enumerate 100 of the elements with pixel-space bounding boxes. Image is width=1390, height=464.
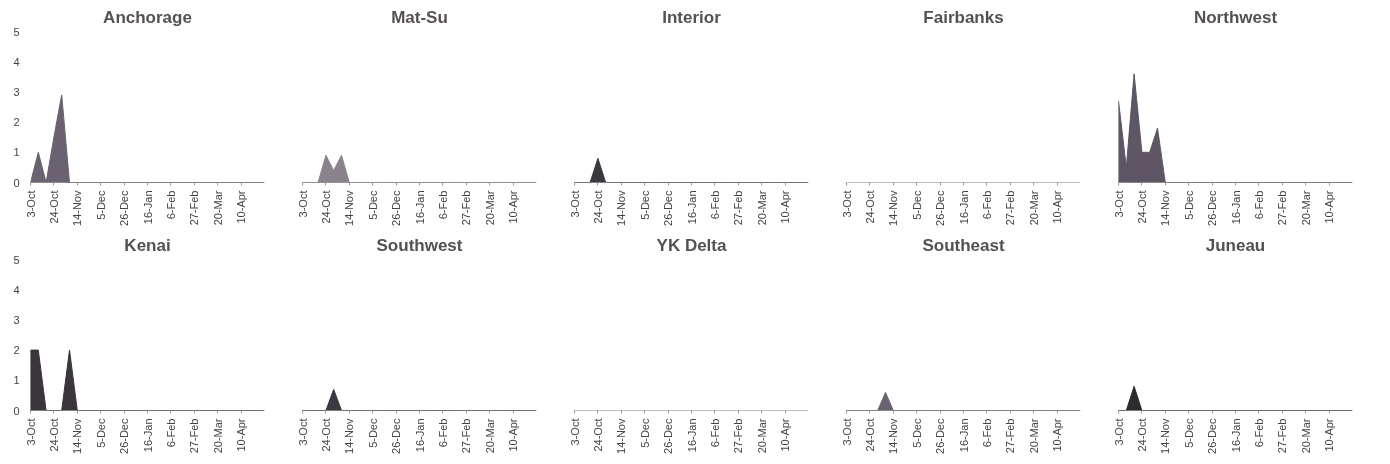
x-tick-label: 6-Feb	[980, 418, 993, 448]
x-tick-label: 24-Oct	[319, 190, 332, 224]
x-tick-label: 20-Mar	[1027, 190, 1040, 226]
x-tick-label: 5-Dec	[366, 190, 379, 220]
x-tick-label: 10-Apr	[507, 190, 520, 224]
chart-title: Fairbanks	[923, 7, 1004, 27]
y-tick-label: 2	[13, 344, 20, 357]
x-tick-label: 24-Oct	[863, 418, 876, 452]
x-tick-label: 24-Oct	[319, 418, 332, 452]
x-tick-label: 24-Oct	[47, 418, 60, 452]
x-tick-label: 24-Oct	[591, 190, 604, 224]
x-tick-label: 26-Dec	[118, 418, 131, 454]
y-tick-label: 0	[13, 404, 20, 417]
x-tick-label: 5-Dec	[638, 418, 651, 448]
x-tick-label: 26-Dec	[934, 418, 947, 454]
x-tick-label: 10-Apr	[779, 418, 792, 452]
x-tick-label: 10-Apr	[507, 418, 520, 452]
x-tick-label: 26-Dec	[1206, 418, 1219, 454]
x-tick-label: 3-Oct	[568, 190, 581, 218]
x-tick-label: 24-Oct	[1135, 418, 1148, 452]
x-tick-label: 3-Oct	[840, 190, 853, 218]
x-tick-label: 16-Jan	[141, 190, 154, 225]
x-tick-label: 5-Dec	[910, 190, 923, 220]
chart-title: YK Delta	[656, 235, 727, 255]
x-tick-label: 3-Oct	[296, 190, 309, 218]
x-tick-label: 20-Mar	[1299, 190, 1312, 226]
x-tick-label: 16-Jan	[685, 190, 698, 225]
y-tick-label: 3	[13, 313, 20, 326]
x-tick-label: 14-Nov	[71, 418, 84, 454]
x-tick-label: 6-Feb	[708, 190, 721, 220]
x-tick-label: 27-Feb	[1276, 190, 1289, 226]
x-tick-label: 16-Jan	[413, 418, 426, 453]
x-tick-label: 6-Feb	[436, 418, 449, 448]
y-tick-label: 1	[13, 146, 20, 159]
x-tick-label: 16-Jan	[685, 418, 698, 453]
x-tick-label: 5-Dec	[94, 190, 107, 220]
x-tick-label: 26-Dec	[1206, 190, 1219, 226]
chart-title: Interior	[662, 7, 722, 27]
x-tick-label: 6-Feb	[164, 418, 177, 448]
x-tick-label: 20-Mar	[755, 418, 768, 454]
x-tick-label: 27-Feb	[1004, 190, 1017, 226]
x-tick-label: 14-Nov	[615, 190, 628, 226]
x-tick-label: 14-Nov	[887, 190, 900, 226]
x-tick-label: 14-Nov	[1159, 418, 1172, 454]
x-tick-label: 26-Dec	[662, 190, 675, 226]
x-tick-label: 27-Feb	[1004, 418, 1017, 454]
x-tick-label: 16-Jan	[141, 418, 154, 453]
x-tick-label: 14-Nov	[343, 190, 356, 226]
x-tick-label: 24-Oct	[591, 418, 604, 452]
x-tick-label: 3-Oct	[24, 418, 37, 446]
x-tick-label: 5-Dec	[366, 418, 379, 448]
x-tick-label: 5-Dec	[1182, 190, 1195, 220]
x-tick-label: 27-Feb	[732, 418, 745, 454]
y-tick-label: 3	[13, 85, 20, 98]
x-tick-label: 6-Feb	[1252, 418, 1265, 448]
chart-title: Northwest	[1193, 7, 1278, 27]
x-tick-label: 3-Oct	[1112, 190, 1125, 218]
x-tick-label: 20-Mar	[483, 190, 496, 226]
x-tick-label: 3-Oct	[1112, 418, 1125, 446]
x-tick-label: 5-Dec	[638, 190, 651, 220]
y-tick-label: 5	[13, 25, 20, 38]
x-tick-label: 5-Dec	[910, 418, 923, 448]
y-tick-label: 4	[13, 283, 20, 296]
x-tick-label: 26-Dec	[934, 190, 947, 226]
x-tick-label: 24-Oct	[863, 190, 876, 224]
x-tick-label: 14-Nov	[1159, 190, 1172, 226]
x-tick-label: 27-Feb	[188, 418, 201, 454]
x-tick-label: 10-Apr	[1323, 418, 1336, 452]
x-tick-label: 24-Oct	[47, 190, 60, 224]
x-tick-label: 20-Mar	[211, 418, 224, 454]
x-tick-label: 3-Oct	[24, 190, 37, 218]
chart-title: Kenai	[124, 235, 171, 255]
x-tick-label: 26-Dec	[662, 418, 675, 454]
x-tick-label: 16-Jan	[957, 418, 970, 453]
x-tick-label: 20-Mar	[483, 418, 496, 454]
x-tick-label: 20-Mar	[211, 190, 224, 226]
x-tick-label: 20-Mar	[1027, 418, 1040, 454]
x-tick-label: 27-Feb	[732, 190, 745, 226]
chart-title: Mat-Su	[391, 7, 448, 27]
x-tick-label: 14-Nov	[343, 418, 356, 454]
x-tick-label: 26-Dec	[390, 418, 403, 454]
y-tick-label: 2	[13, 116, 20, 129]
x-tick-label: 6-Feb	[164, 190, 177, 220]
x-tick-label: 27-Feb	[188, 190, 201, 226]
chart-title: Southwest	[376, 235, 463, 255]
x-tick-label: 3-Oct	[568, 418, 581, 446]
chart-title: Juneau	[1205, 235, 1266, 255]
x-tick-label: 6-Feb	[708, 418, 721, 448]
chart-title: Anchorage	[103, 7, 192, 27]
x-tick-label: 16-Jan	[1229, 190, 1242, 225]
x-tick-label: 10-Apr	[1051, 418, 1064, 452]
x-tick-label: 16-Jan	[413, 190, 426, 225]
x-tick-label: 3-Oct	[840, 418, 853, 446]
x-tick-label: 14-Nov	[71, 190, 84, 226]
x-tick-label: 26-Dec	[118, 190, 131, 226]
x-tick-label: 27-Feb	[1276, 418, 1289, 454]
x-tick-label: 20-Mar	[755, 190, 768, 226]
y-tick-label: 5	[13, 253, 20, 266]
x-tick-label: 10-Apr	[235, 418, 248, 452]
x-tick-label: 24-Oct	[1135, 190, 1148, 224]
